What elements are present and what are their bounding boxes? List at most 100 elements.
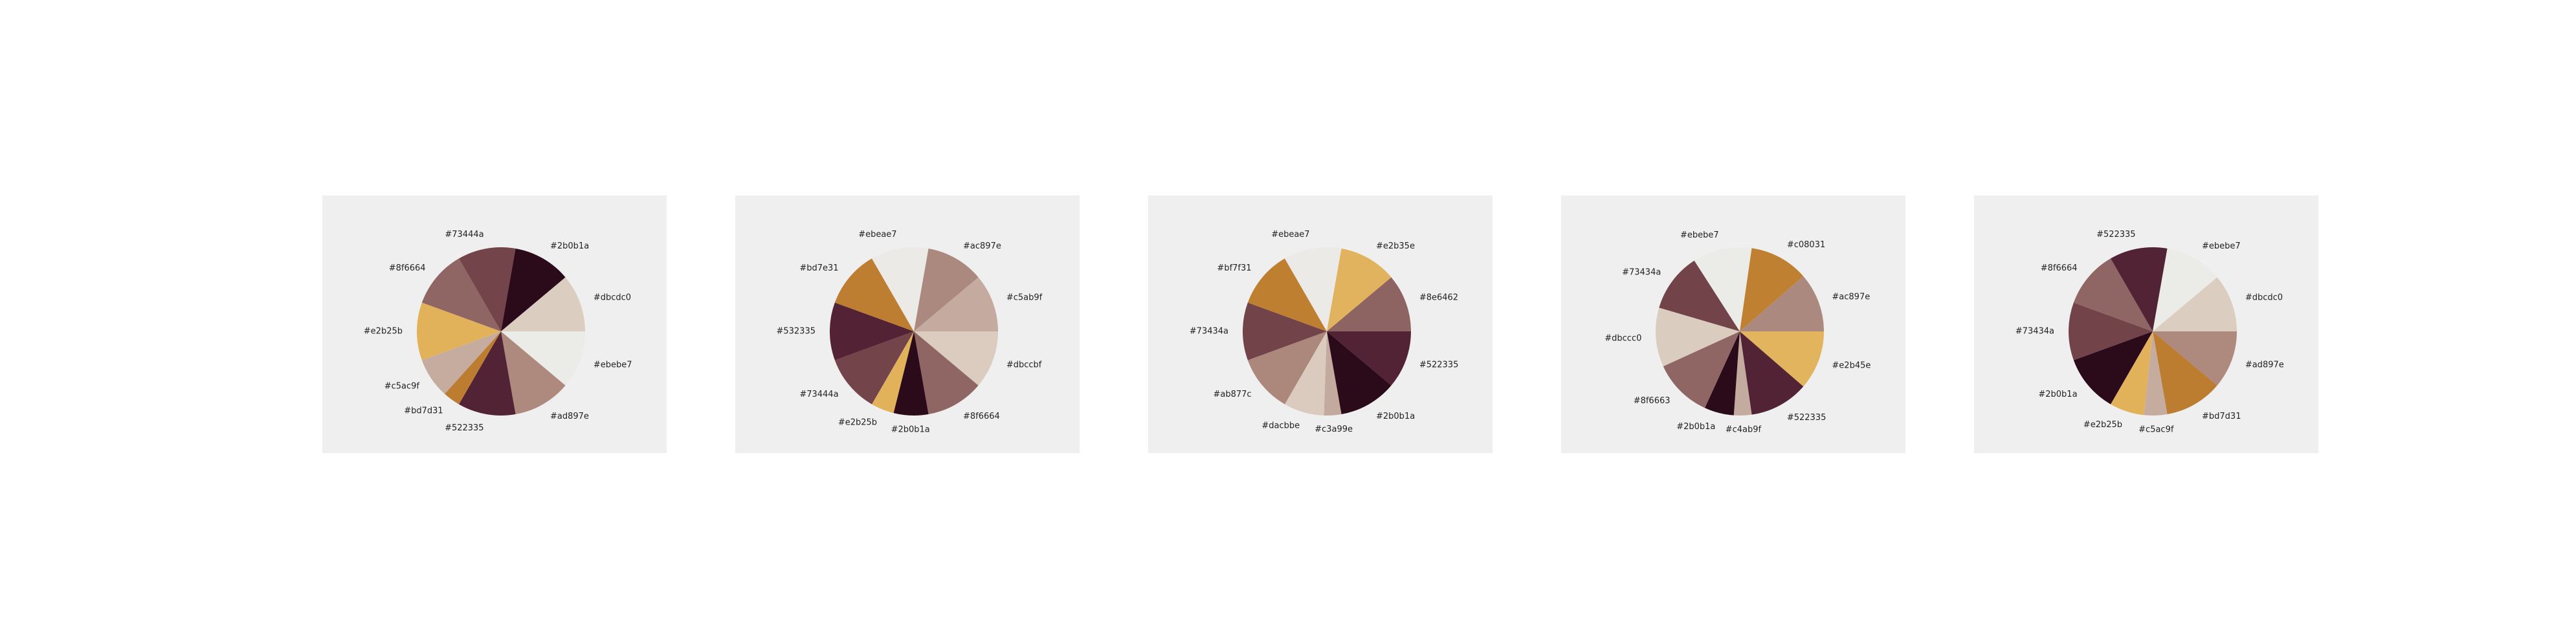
slice-label: #ebeae7 bbox=[1271, 230, 1309, 239]
slice-label: #8f6664 bbox=[2041, 263, 2078, 273]
slice-label: #522335 bbox=[445, 423, 484, 433]
pie-slice bbox=[1740, 331, 1804, 415]
slice-label: #bd7d31 bbox=[404, 406, 443, 416]
pie-slice bbox=[1327, 331, 1411, 386]
pie-chart-panel-2: #dbccbf #8f6664 #2b0b1a #e2b25b #73444a #5323… bbox=[735, 195, 1080, 453]
pie-slice bbox=[1733, 331, 1752, 416]
pie-chart-panel-1: #ebebe7 #ad897e #522335 #bd7d31 #c5ac9f #e2b2… bbox=[322, 195, 667, 453]
pie-slice bbox=[1327, 277, 1411, 331]
slice-label: #ebebe7 bbox=[1680, 230, 1719, 240]
slice-label: #bd7d31 bbox=[2202, 412, 2241, 421]
slice-label: #ad897e bbox=[550, 412, 589, 421]
pie-slice bbox=[421, 258, 501, 331]
pie-slice bbox=[1659, 260, 1740, 331]
slice-label: #dacbbe bbox=[1261, 421, 1300, 431]
pie-slice bbox=[834, 258, 914, 331]
pie-slice bbox=[1285, 247, 1342, 331]
slice-label: #dbccbf bbox=[1006, 360, 1042, 370]
slice-label: #ebebe7 bbox=[594, 360, 632, 370]
pie-slice bbox=[914, 248, 979, 331]
slice-label: #73434a bbox=[2015, 327, 2054, 337]
slice-label: #73434a bbox=[1190, 327, 1228, 337]
slice-label: #c5ac9f bbox=[2138, 425, 2174, 434]
slice-label: #73444a bbox=[445, 230, 483, 239]
slice-label: #dbccc0 bbox=[1604, 333, 1641, 343]
pie-slice bbox=[2153, 277, 2237, 331]
slice-label: #2b0b1a bbox=[1376, 412, 1415, 421]
slice-label: #ebebe7 bbox=[2202, 241, 2241, 251]
pie-slice bbox=[2111, 331, 2153, 416]
pie-slice bbox=[2073, 331, 2153, 405]
pie-slice bbox=[893, 331, 929, 416]
slice-label: #ac897e bbox=[1832, 292, 1870, 302]
pie-slice bbox=[1324, 331, 1342, 416]
slice-label: #2b0b1a bbox=[891, 425, 930, 434]
slice-label: #73434a bbox=[1622, 267, 1661, 277]
slice-label: #532335 bbox=[776, 327, 816, 337]
pie-chart-panel-5: #ad897e #bd7d31 #c5ac9f #e2b25b #2b0b1a #7343… bbox=[1974, 195, 2318, 453]
pie-slice bbox=[1740, 248, 1804, 331]
pie-slice bbox=[2111, 247, 2168, 331]
slice-label: #c5ab9f bbox=[1006, 293, 1043, 303]
pie-slice bbox=[421, 331, 501, 394]
pie-slice bbox=[1740, 276, 1824, 331]
pie-chart-panel-3: #522335 #2b0b1a #c3a99e #dacbbe #ab877c #7343… bbox=[1148, 195, 1493, 453]
slice-label: #dbcdc0 bbox=[2245, 293, 2283, 303]
pie-slice bbox=[2153, 331, 2237, 386]
slice-label: #8f6664 bbox=[389, 263, 426, 273]
pie-slice bbox=[1740, 331, 1824, 387]
pie-slice bbox=[872, 247, 929, 331]
pie-chart-2: #dbccbf #8f6664 #2b0b1a #e2b25b #73444a #5323… bbox=[776, 230, 1043, 435]
pie-slice bbox=[2069, 302, 2153, 361]
slice-label: #c08031 bbox=[1787, 240, 1825, 250]
pie-slice bbox=[1663, 331, 1740, 408]
pie-slice bbox=[1247, 331, 1327, 405]
slice-label: #e2b45e bbox=[1832, 361, 1871, 371]
pie-slice bbox=[2073, 258, 2153, 331]
pie-slice bbox=[830, 302, 914, 361]
pie-slice bbox=[1327, 248, 1392, 331]
pie-slice bbox=[1327, 331, 1392, 415]
slice-label: #dbcdc0 bbox=[594, 293, 631, 303]
slice-label: #e2b25b bbox=[2083, 420, 2122, 430]
slice-label: #ab877c bbox=[1213, 390, 1251, 399]
pie-slice bbox=[914, 331, 998, 386]
slice-label: #c3a99e bbox=[1315, 425, 1353, 434]
slice-label: #ad897e bbox=[2245, 360, 2284, 370]
pie-slice bbox=[501, 248, 566, 331]
slice-label: #522335 bbox=[1787, 413, 1827, 423]
slice-label: #8f6664 bbox=[963, 412, 1000, 421]
slice-label: #2b0b1a bbox=[550, 241, 589, 251]
slice-label: #73444a bbox=[799, 390, 838, 399]
pie-slice bbox=[2144, 331, 2168, 416]
slice-label: #bd7e31 bbox=[799, 263, 838, 273]
slice-label: #8f6663 bbox=[1634, 396, 1671, 406]
pie-chart-5: #ad897e #bd7d31 #c5ac9f #e2b25b #2b0b1a #7343… bbox=[2015, 230, 2284, 435]
slice-label: #8e6462 bbox=[1419, 293, 1458, 303]
slice-label: #ebeae7 bbox=[858, 230, 896, 239]
slice-label: #bf7f31 bbox=[1217, 263, 1251, 273]
slice-label: #e2b25b bbox=[364, 327, 403, 337]
pie-slice bbox=[1285, 331, 1327, 416]
slice-label: #2b0b1a bbox=[1676, 422, 1715, 432]
pie-slice bbox=[914, 277, 998, 331]
pie-chart-panel-4: #e2b45e #522335 #c4ab9f #2b0b1a #8f6663 #dbcc… bbox=[1561, 195, 1905, 453]
slice-label: #522335 bbox=[2096, 230, 2136, 239]
slice-label: #e2b25b bbox=[838, 417, 877, 427]
pie-slice bbox=[1704, 331, 1740, 416]
pie-slice bbox=[2153, 248, 2217, 331]
pie-slice bbox=[1243, 302, 1327, 361]
slice-label: #e2b35e bbox=[1376, 241, 1415, 251]
pie-slice bbox=[459, 247, 516, 331]
slice-label: #522335 bbox=[1419, 360, 1459, 370]
pie-slice bbox=[459, 331, 516, 416]
pie-slice bbox=[445, 331, 501, 405]
pie-slice bbox=[2153, 331, 2217, 415]
slice-label: #ac897e bbox=[963, 241, 1001, 251]
slice-label: #c5ac9f bbox=[384, 381, 420, 391]
pie-chart-3: #522335 #2b0b1a #c3a99e #dacbbe #ab877c #7343… bbox=[1190, 230, 1459, 434]
pie-slice bbox=[834, 331, 914, 405]
slice-label: #c4ab9f bbox=[1726, 425, 1762, 434]
pie-slice bbox=[501, 331, 566, 415]
